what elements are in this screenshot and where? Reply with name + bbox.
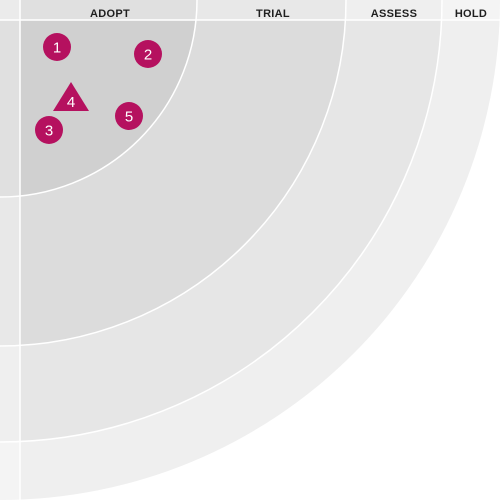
blip-3-marker — [35, 116, 63, 144]
blip-5-number: 5 — [125, 109, 133, 126]
blip-1[interactable]: 1 — [43, 33, 71, 61]
ring-label-hold: HOLD — [455, 8, 487, 20]
top-edge-strip — [0, 0, 500, 20]
blip-5[interactable]: 5 — [115, 102, 143, 130]
blip-4-number: 4 — [67, 94, 75, 111]
blip-4-marker — [53, 82, 89, 111]
blip-1-number: 1 — [53, 40, 61, 57]
blip-2-marker — [134, 40, 162, 68]
ring-boundary-trial — [0, 0, 347, 347]
blip-1-marker — [43, 33, 71, 61]
blip-5-marker — [115, 102, 143, 130]
blip-3-number: 3 — [45, 123, 53, 140]
blip-2-number: 2 — [144, 47, 152, 64]
blip-3[interactable]: 3 — [35, 116, 63, 144]
ring-label-assess: ASSESS — [371, 8, 417, 20]
left-edge-strip — [0, 0, 20, 500]
ring-boundary-assess — [0, 0, 442, 442]
ring-label-adopt: ADOPT — [90, 8, 130, 20]
ring-label-trial: TRIAL — [256, 8, 290, 20]
blip-4[interactable]: 4 — [53, 82, 89, 111]
ring-boundary-adopt — [0, 0, 198, 198]
blip-2[interactable]: 2 — [134, 40, 162, 68]
